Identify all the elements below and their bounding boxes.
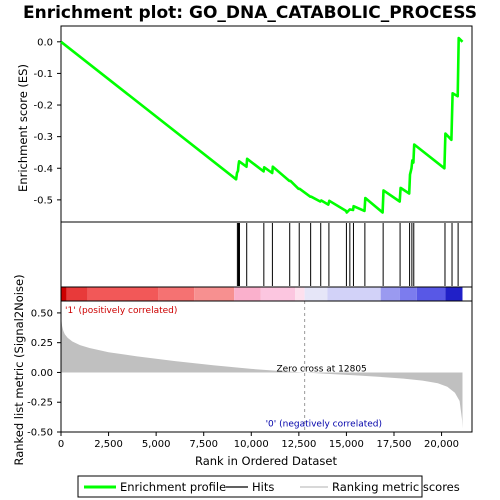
es-y-tick-label: -0.4 [33,164,53,175]
zero-cross-annotation: Zero cross at 12805 [276,365,366,375]
ranking-metric-area [61,305,463,429]
ranked-y-tick-label: 0.00 [31,368,53,379]
x-tick-label: 12,500 [281,439,316,450]
legend: Enrichment profile Hits Ranking metric sco… [77,475,460,498]
x-tick-label: 10,000 [234,439,269,450]
es-axis-label: Enrichment score (ES) [16,64,30,192]
ranked-y-tick-label: -0.25 [27,398,53,409]
x-axis: 0 2,500 5,000 7,500 10,000 12,500 15,000 17,500… [58,432,459,450]
legend-label: Ranking metric scores [332,480,460,494]
enrichment-profile-line [60,36,464,214]
es-y-tick-label: -0.2 [33,101,53,112]
legend-box [77,475,423,498]
es-y-tick-label: -0.5 [33,195,53,206]
negative-correlation-label: '0' (negatively correlated) [266,420,382,430]
ranked-y-tick-label: 0.50 [31,308,53,319]
heatmap-segment [87,287,159,301]
heatmap-segment [158,287,195,301]
heatmap-segment [327,287,381,301]
x-tick-label: 15,000 [329,439,364,450]
hits-panel [60,221,473,302]
heatmap-segment [416,287,446,301]
heatmap-segment [260,287,296,301]
es-panel: 0.0 -0.1 -0.2 -0.3 -0.4 -0.5 [33,25,473,223]
x-tick-label: 20,000 [424,439,459,450]
es-y-tick-label: -0.1 [33,69,53,80]
es-y-tick-label: -0.3 [33,132,53,143]
x-axis-label: Rank in Ordered Dataset [195,454,338,468]
heatmap-segment [295,287,305,301]
x-tick-label: 7,500 [189,439,218,450]
heatmap-segment [399,287,417,301]
heatmap-segment [304,287,328,301]
heatmap-segment [234,287,261,301]
x-tick-label: 5,000 [142,439,171,450]
ranked-y-tick-label: 0.25 [31,338,53,349]
es-y-tick-label: 0.0 [37,37,53,48]
hits-frame [60,221,473,288]
legend-label: Enrichment profile [120,480,226,494]
heatmap-segment [445,287,463,301]
positive-correlation-label: '1' (positively correlated) [65,306,177,316]
heatmap-segment [66,287,88,301]
x-tick-label: 0 [58,439,64,450]
ranked-y-tick-label: -0.50 [27,428,53,439]
ranked-plot-frame [60,300,473,433]
heatmap-segment [194,287,235,301]
x-tick-label: 2,500 [94,439,123,450]
x-tick-label: 17,500 [376,439,411,450]
legend-label: Hits [252,480,274,494]
ranked-panel: 0.50 0.25 0.00 -0.25 -0.50 Zero cross at 1280… [27,300,473,439]
chart-title: Enrichment plot: GO_DNA_CATABOLIC_PROCES… [23,3,477,23]
ranked-axis-label: Ranked list metric (Signal2Noise) [12,274,26,465]
heatmap-segment [380,287,400,301]
heatmap-segment [61,287,67,301]
